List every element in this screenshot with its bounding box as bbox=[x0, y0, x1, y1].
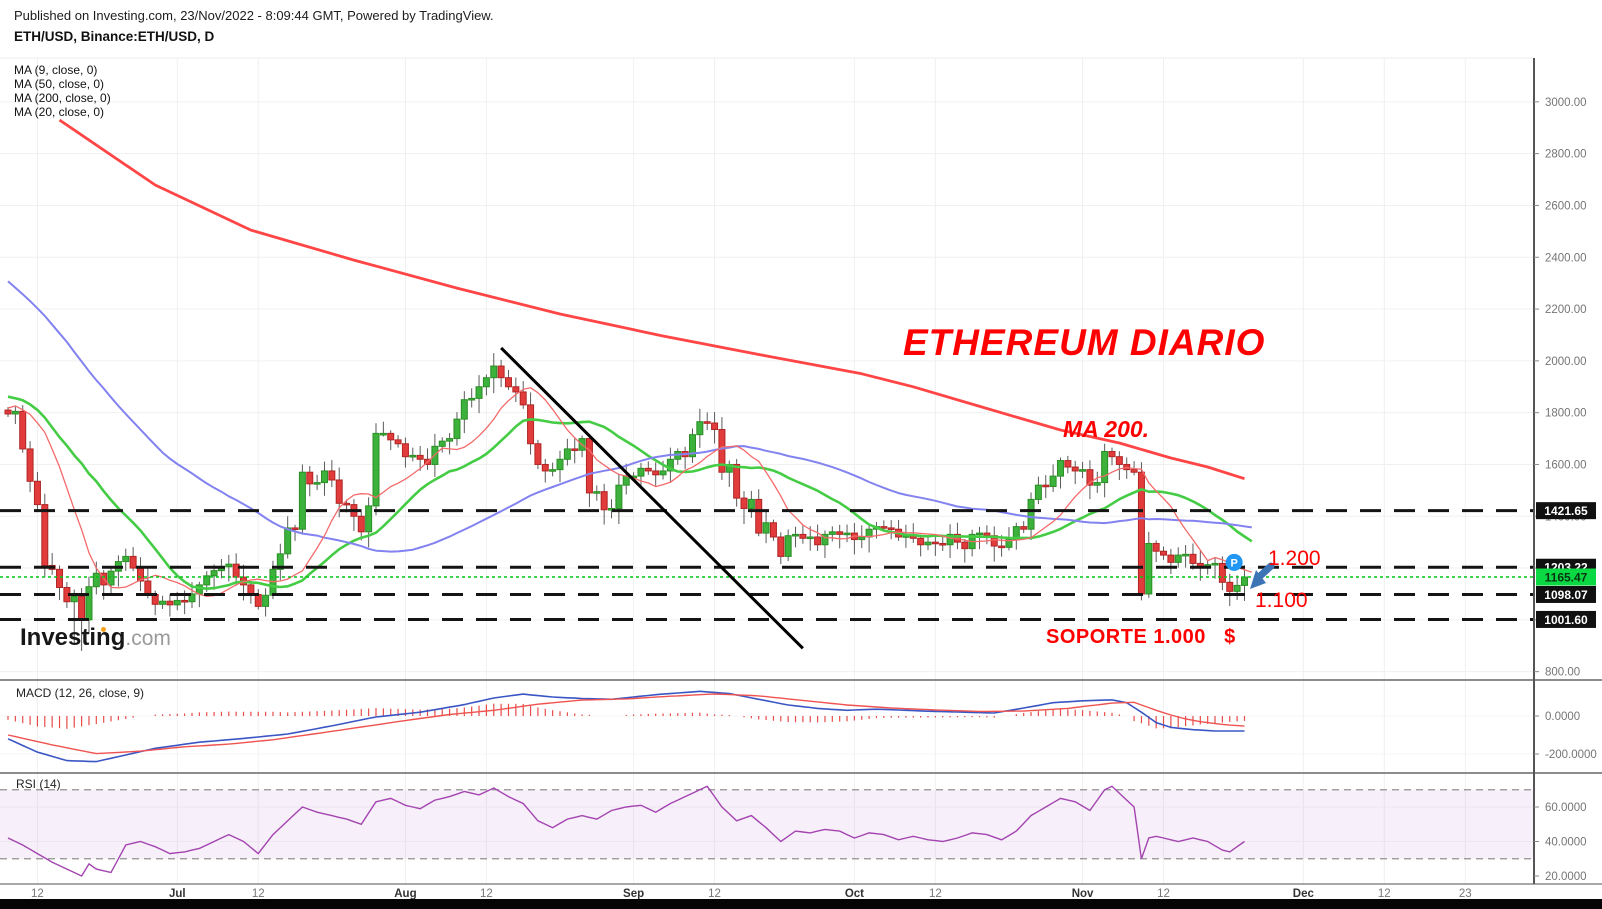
price-axis-label: 1098.07 bbox=[1536, 585, 1596, 603]
price-axis-label-text: 1098.07 bbox=[1544, 588, 1588, 602]
y-axis-tick-label: 2400.00 bbox=[1545, 252, 1587, 264]
price-axis-label: 1001.60 bbox=[1536, 610, 1596, 628]
price-axis-label-text: 1421.65 bbox=[1544, 504, 1588, 518]
rsi-band bbox=[0, 789, 1534, 860]
price-axis-label-text: 1165.47 bbox=[1545, 571, 1588, 585]
x-axis-tick-label: Jul bbox=[169, 888, 186, 900]
publish-marker-glyph: P bbox=[1231, 557, 1238, 569]
ma20-study-label[interactable]: MA (20, close, 0) bbox=[14, 105, 105, 119]
title-annotation: ETHEREUM DIARIO bbox=[903, 322, 1266, 363]
level-1100-annotation: 1.100 bbox=[1255, 589, 1308, 612]
down-left-arrow-icon bbox=[1250, 562, 1275, 589]
macd-line bbox=[7, 690, 1245, 763]
gridlines bbox=[0, 57, 1534, 884]
y-axis-tick-label: 2800.00 bbox=[1545, 149, 1587, 161]
logo-main: Investing bbox=[20, 624, 126, 651]
x-axis-tick-label: 12 bbox=[929, 888, 942, 900]
x-axis-tick-label: 12 bbox=[708, 888, 721, 900]
rsi-axis-tick-label: 60.0000 bbox=[1545, 802, 1587, 814]
y-axis-tick-label: 3000.00 bbox=[1545, 97, 1587, 109]
y-axis-tick-label: 2000.00 bbox=[1545, 356, 1587, 368]
ma50-line bbox=[7, 280, 1252, 553]
symbol-header: ETH/USD, Binance:ETH/USD, D bbox=[14, 29, 215, 44]
price-axis-label: 1421.65 bbox=[1536, 502, 1596, 520]
x-axis-tick-label: 23 bbox=[1459, 888, 1472, 900]
rsi-axis-tick-label: 40.0000 bbox=[1545, 837, 1587, 849]
macd-signal-line bbox=[7, 693, 1245, 755]
x-axis-tick-label: Dec bbox=[1293, 888, 1315, 900]
x-axis-tick-label: 12 bbox=[1157, 888, 1170, 900]
x-axis-tick-label: 12 bbox=[31, 888, 44, 900]
rsi-axis-tick-label: 20.0000 bbox=[1545, 871, 1587, 883]
x-axis-tick-label: 12 bbox=[1378, 888, 1391, 900]
logo-suffix: .com bbox=[125, 627, 171, 650]
ma50-study-label[interactable]: MA (50, close, 0) bbox=[14, 77, 105, 91]
candle-wicks bbox=[7, 353, 1245, 651]
published-header: Published on Investing.com, 23/Nov/2022 … bbox=[14, 8, 494, 23]
x-axis-tick-label: Nov bbox=[1072, 888, 1094, 900]
y-axis-tick-label: 2200.00 bbox=[1545, 304, 1587, 316]
support-annotation: SOPORTE 1.000 $ bbox=[1046, 626, 1236, 648]
x-axis-tick-label: 12 bbox=[252, 888, 265, 900]
price-axis-label-text: 1001.60 bbox=[1544, 613, 1588, 627]
ma20-line bbox=[7, 395, 1253, 591]
macd-axis-tick-label: -200.0000 bbox=[1545, 749, 1597, 761]
x-axis-tick-label: Sep bbox=[623, 888, 644, 900]
ma200-study-label[interactable]: MA (200, close, 0) bbox=[14, 91, 111, 105]
axes: 3000.00 2800.00 2600.00 2400.00 2200.00 2000.… bbox=[0, 58, 1602, 900]
macd-axis-tick-label: 0.0000 bbox=[1545, 711, 1580, 723]
ma200-annotation: MA 200. bbox=[1063, 416, 1150, 442]
x-axis-tick-label: Aug bbox=[394, 888, 416, 900]
trendline bbox=[500, 346, 804, 650]
x-axis-tick-label: Oct bbox=[845, 888, 864, 900]
price-axis-label: 1165.47 bbox=[1536, 568, 1596, 586]
logo-accent-dot bbox=[101, 627, 106, 632]
investing-logo[interactable]: Investing.com bbox=[20, 624, 171, 652]
macd-panel bbox=[7, 690, 1246, 763]
publish-marker[interactable]: P bbox=[1225, 553, 1243, 571]
x-axis-tick-label: 12 bbox=[480, 888, 493, 900]
ma9-study-label[interactable]: MA (9, close, 0) bbox=[14, 63, 98, 77]
level-1200-annotation: 1.200 bbox=[1268, 547, 1321, 570]
rsi-line bbox=[7, 785, 1245, 877]
y-axis-tick-label: 1800.00 bbox=[1545, 408, 1587, 420]
y-axis-tick-label: 800.00 bbox=[1545, 667, 1580, 679]
ma200-line bbox=[58, 118, 1245, 481]
macd-study-label[interactable]: MACD (12, 26, close, 9) bbox=[16, 686, 145, 700]
rsi-study-label[interactable]: RSI (14) bbox=[16, 777, 61, 791]
y-axis-tick-label: 2600.00 bbox=[1545, 200, 1587, 212]
y-axis-tick-label: 1600.00 bbox=[1545, 459, 1587, 471]
bottom-bar bbox=[0, 899, 1602, 909]
